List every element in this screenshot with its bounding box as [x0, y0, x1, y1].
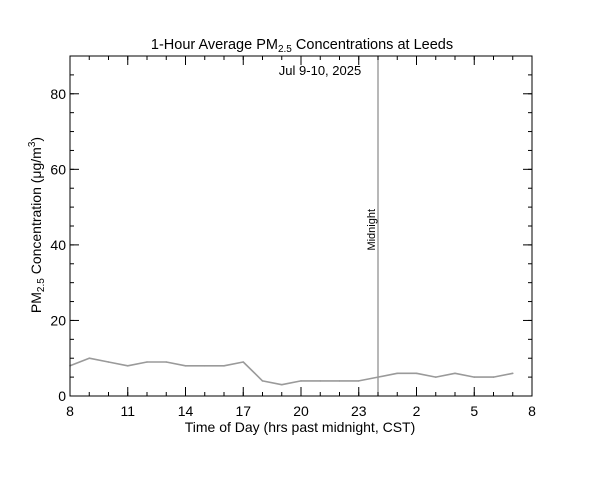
data-point — [454, 372, 456, 375]
chart-title-suffix: Concentrations at Leeds — [292, 37, 453, 53]
data-point — [415, 372, 418, 375]
data-point — [319, 380, 322, 382]
x-tick-label: 23 — [351, 403, 367, 419]
x-tick-label: 8 — [66, 403, 74, 419]
data-point — [165, 361, 168, 363]
y-axis-label-prefix: PM — [28, 292, 44, 313]
y-tick-label: 40 — [50, 237, 66, 253]
data-point — [300, 380, 302, 382]
y-axis-label-subscript: 2.5 — [36, 278, 47, 292]
chart-title-subscript: 2.5 — [278, 44, 292, 55]
y-tick-label: 20 — [50, 312, 66, 328]
data-point — [377, 376, 379, 378]
x-tick-label: 2 — [413, 403, 421, 419]
data-point — [223, 364, 225, 367]
y-axis-label-middle: Concentration ( — [28, 178, 44, 278]
midnight-label: Midnight — [366, 209, 378, 251]
data-point — [261, 380, 264, 382]
data-point — [396, 372, 399, 375]
x-axis-label: Time of Day (hrs past midnight, CST) — [185, 419, 416, 435]
chart-title: 1-Hour Average PM2.5 Concentrations at L… — [151, 37, 453, 55]
y-axis-label-suffix: ) — [28, 137, 44, 142]
data-point — [146, 361, 148, 363]
data-point — [88, 357, 91, 360]
y-tick-label: 0 — [58, 388, 66, 404]
data-point — [473, 376, 476, 378]
data-point — [242, 361, 245, 363]
pm25-series-line — [69, 357, 513, 386]
chart-title-prefix: 1-Hour Average PM — [151, 37, 278, 53]
y-axis-label-superscript: 3 — [27, 141, 38, 147]
data-point — [492, 376, 495, 378]
data-point — [511, 372, 514, 375]
data-point — [107, 361, 110, 363]
x-tick-label: 11 — [120, 403, 135, 419]
data-point — [184, 364, 187, 367]
data-point — [203, 364, 206, 367]
y-tick-label: 60 — [50, 161, 66, 177]
x-tick-label: 17 — [235, 403, 251, 419]
chart-subtitle: Jul 9-10, 2025 — [279, 63, 361, 78]
x-tick-label: 8 — [528, 403, 536, 419]
y-axis-label: PM2.5 Concentration (μg/m3) — [27, 137, 47, 313]
y-tick-label: 80 — [50, 86, 66, 102]
data-point — [338, 380, 341, 382]
data-point — [126, 364, 129, 367]
plot-frame — [69, 55, 533, 397]
data-point — [357, 380, 360, 382]
x-tick-label: 5 — [470, 403, 478, 419]
data-point — [280, 383, 283, 386]
x-tick-label: 14 — [178, 403, 194, 419]
x-tick-label: 20 — [293, 403, 309, 419]
y-axis-label-unit: μg/m — [28, 147, 44, 178]
data-point — [434, 376, 437, 378]
